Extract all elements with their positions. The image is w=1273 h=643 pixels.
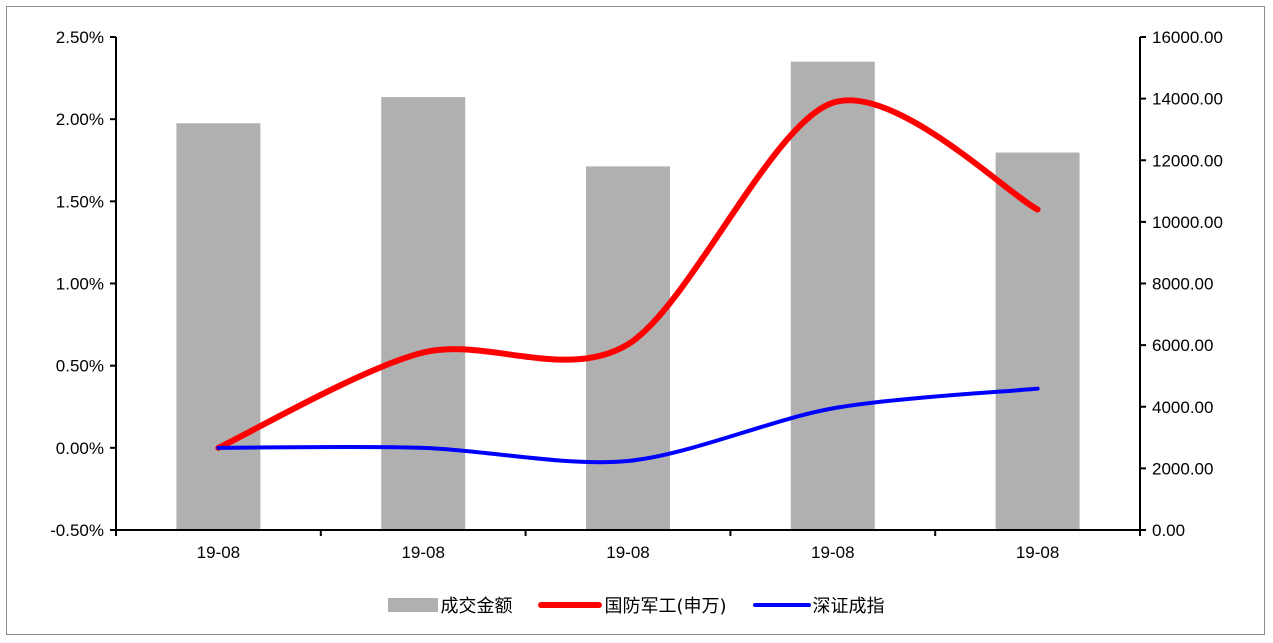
right-tick-label: 2000.00 — [1152, 459, 1213, 478]
left-tick-label: 1.00% — [56, 275, 104, 294]
legend-label-blue-line: 深证成指 — [812, 596, 885, 617]
right-tick-label: 8000.00 — [1152, 275, 1213, 294]
right-tick-label: 12000.00 — [1152, 151, 1223, 170]
legend-item-red-line: 国防军工(申万) — [538, 592, 727, 618]
right-tick-label: 4000.00 — [1152, 398, 1213, 417]
right-tick-label: 14000.00 — [1152, 90, 1223, 109]
line-red — [215, 97, 1041, 451]
bar-series — [176, 61, 1080, 531]
left-tick-label: 0.50% — [56, 357, 104, 376]
x-tick-label: 19-08 — [197, 543, 240, 562]
x-tick-label: 19-08 — [1016, 543, 1059, 562]
right-tick-label: 16000.00 — [1152, 28, 1223, 47]
legend-label-red-line: 国防军工(申万) — [604, 596, 727, 617]
bar — [176, 123, 261, 531]
legend-item-blue-line: 深证成指 — [752, 592, 885, 618]
legend-swatch-bar — [388, 598, 439, 612]
x-tick-label: 19-08 — [811, 543, 854, 562]
bar — [995, 152, 1080, 530]
x-tick-label: 19-08 — [606, 543, 649, 562]
legend-label-bar: 成交金额 — [440, 596, 513, 617]
bar — [586, 166, 670, 530]
left-tick-label: -0.50% — [50, 521, 104, 540]
legend-swatch-blue-line — [752, 603, 811, 607]
left-tick-label: 2.00% — [56, 110, 104, 129]
right-tick-label: 6000.00 — [1152, 336, 1213, 355]
axes — [110, 36, 1146, 536]
legend-item-bar: 成交金额 — [388, 592, 512, 618]
bar — [381, 97, 466, 530]
right-tick-label: 10000.00 — [1152, 213, 1223, 232]
tick-labels: -0.50% 0.00% 0.50% 1.00% 1.50% 2.00% 2.50% 0.00… — [50, 28, 1223, 562]
legend: 成交金额 国防军工(申万) 深证成指 — [0, 590, 1273, 620]
bar — [790, 61, 875, 531]
right-tick-label: 0.00 — [1152, 521, 1185, 540]
x-tick-label: 19-08 — [401, 543, 444, 562]
left-tick-label: 2.50% — [56, 28, 104, 47]
line-series — [215, 97, 1041, 465]
left-tick-label: 0.00% — [56, 439, 104, 458]
left-tick-label: 1.50% — [56, 192, 104, 211]
legend-swatch-red-line — [538, 602, 603, 608]
